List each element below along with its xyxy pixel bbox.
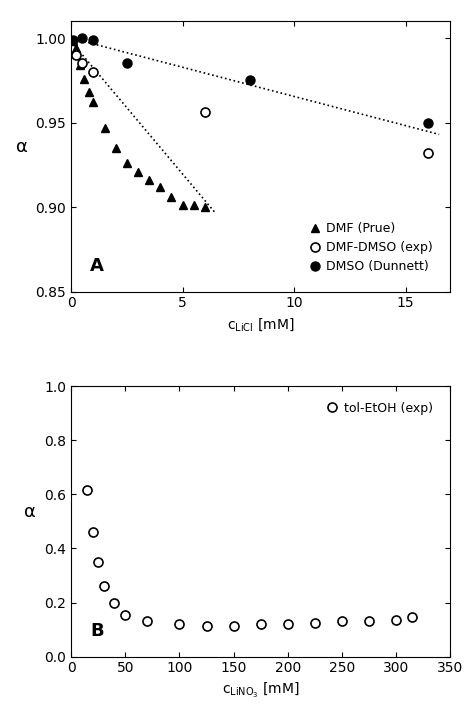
DMF (Prue) — [169, 193, 174, 201]
DMF (Prue) — [71, 37, 76, 46]
tol-EtOH (exp) — [393, 616, 399, 624]
DMF (Prue) — [86, 88, 92, 97]
tol-EtOH (exp) — [122, 611, 128, 619]
Legend: DMF (Prue), DMF-DMSO (exp), DMSO (Dunnett): DMF (Prue), DMF-DMSO (exp), DMSO (Dunnet… — [306, 218, 437, 277]
DMSO (Dunnett) — [91, 35, 96, 44]
tol-EtOH (exp) — [90, 528, 96, 537]
DMF (Prue) — [77, 61, 83, 69]
Line: DMF (Prue): DMF (Prue) — [70, 37, 209, 211]
DMF-DMSO (exp) — [202, 108, 208, 116]
X-axis label: c$_\mathregular{LiNO_3}$ [mM]: c$_\mathregular{LiNO_3}$ [mM] — [222, 681, 300, 700]
tol-EtOH (exp) — [84, 486, 90, 494]
tol-EtOH (exp) — [204, 622, 210, 630]
tol-EtOH (exp) — [410, 613, 415, 621]
DMSO (Dunnett) — [80, 34, 85, 42]
DMF-DMSO (exp) — [425, 149, 431, 157]
DMSO (Dunnett) — [246, 76, 252, 85]
tol-EtOH (exp) — [177, 620, 182, 628]
Line: tol-EtOH (exp): tol-EtOH (exp) — [83, 486, 417, 630]
tol-EtOH (exp) — [231, 622, 237, 630]
tol-EtOH (exp) — [144, 617, 150, 626]
DMF-DMSO (exp) — [80, 59, 85, 68]
Line: DMF-DMSO (exp): DMF-DMSO (exp) — [71, 50, 432, 157]
tol-EtOH (exp) — [285, 620, 291, 628]
DMF (Prue) — [82, 74, 87, 83]
DMF (Prue) — [102, 124, 108, 132]
DMF (Prue) — [202, 203, 208, 211]
tol-EtOH (exp) — [95, 558, 101, 566]
DMF (Prue) — [91, 98, 96, 107]
tol-EtOH (exp) — [312, 619, 318, 628]
DMF (Prue) — [73, 44, 78, 52]
DMF (Prue) — [157, 183, 163, 191]
DMF-DMSO (exp) — [73, 51, 78, 59]
DMF (Prue) — [146, 176, 152, 184]
Text: A: A — [90, 258, 104, 275]
DMSO (Dunnett) — [124, 59, 130, 68]
DMF (Prue) — [124, 159, 130, 167]
Y-axis label: α: α — [16, 138, 27, 156]
DMSO (Dunnett) — [71, 35, 76, 44]
tol-EtOH (exp) — [339, 617, 345, 626]
Line: DMSO (Dunnett): DMSO (Dunnett) — [69, 34, 432, 127]
Y-axis label: α: α — [25, 503, 36, 522]
tol-EtOH (exp) — [111, 598, 117, 606]
DMF (Prue) — [180, 201, 185, 210]
DMF-DMSO (exp) — [91, 68, 96, 76]
DMF (Prue) — [135, 167, 141, 176]
Legend: tol-EtOH (exp): tol-EtOH (exp) — [324, 398, 437, 419]
DMF (Prue) — [113, 144, 118, 152]
tol-EtOH (exp) — [366, 617, 372, 626]
DMF (Prue) — [191, 201, 197, 210]
DMSO (Dunnett) — [425, 119, 431, 127]
X-axis label: c$_\mathregular{LiCl}$ [mM]: c$_\mathregular{LiCl}$ [mM] — [227, 316, 294, 333]
Text: B: B — [90, 623, 104, 640]
tol-EtOH (exp) — [101, 582, 107, 590]
tol-EtOH (exp) — [258, 620, 264, 628]
